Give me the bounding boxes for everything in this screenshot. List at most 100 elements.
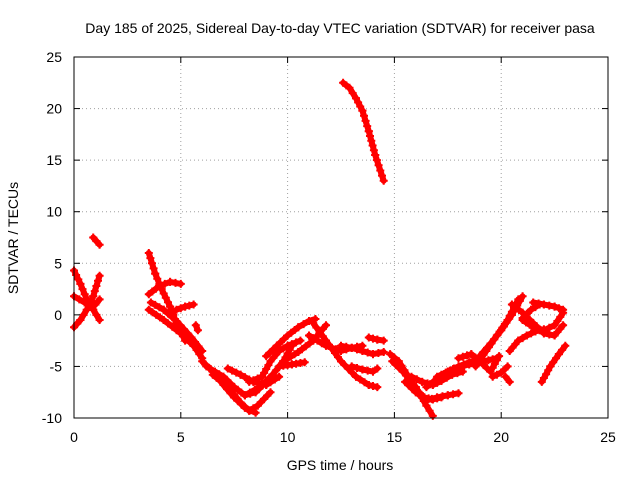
series-arc-41 xyxy=(518,300,544,322)
data-point xyxy=(223,364,232,373)
series-arc-23 xyxy=(347,362,382,376)
data-point xyxy=(253,374,262,383)
data-point xyxy=(353,364,361,372)
series-arc-19 xyxy=(275,358,309,371)
data-point xyxy=(527,329,536,338)
series-arc-2 xyxy=(70,271,104,332)
data-point xyxy=(153,274,162,283)
data-point xyxy=(348,89,357,98)
data-point xyxy=(486,339,495,348)
x-tick-label: 0 xyxy=(70,429,78,445)
data-point xyxy=(522,309,531,318)
data-point xyxy=(559,305,568,314)
y-tick-label: 10 xyxy=(46,204,62,220)
data-point xyxy=(185,301,194,310)
data-point xyxy=(176,304,185,313)
data-point xyxy=(168,313,177,322)
data-point xyxy=(250,385,259,394)
data-point xyxy=(275,372,284,381)
data-point xyxy=(363,122,372,131)
data-point xyxy=(148,259,156,268)
data-point xyxy=(249,376,258,385)
data-point xyxy=(283,341,292,350)
data-point xyxy=(240,373,249,382)
data-point xyxy=(449,390,458,399)
data-point xyxy=(187,333,196,342)
data-point xyxy=(373,364,382,373)
series-arc-40 xyxy=(529,298,568,314)
data-point xyxy=(191,321,200,330)
data-point xyxy=(501,372,510,381)
data-point xyxy=(360,111,368,120)
data-point xyxy=(193,326,202,335)
data-point xyxy=(287,340,296,349)
data-point xyxy=(232,368,241,377)
series-arc-35 xyxy=(488,362,512,381)
data-point xyxy=(515,296,524,305)
data-point xyxy=(483,343,491,352)
data-point xyxy=(455,363,464,372)
data-point xyxy=(292,338,301,347)
data-point xyxy=(82,305,91,314)
data-point xyxy=(458,352,467,361)
data-point xyxy=(358,347,367,355)
series-arc-7 xyxy=(144,305,207,363)
data-point xyxy=(534,324,543,333)
data-point xyxy=(176,321,185,330)
data-point xyxy=(155,303,164,312)
data-point xyxy=(358,106,367,115)
data-point xyxy=(90,287,99,296)
data-point xyxy=(507,310,516,319)
data-point xyxy=(361,116,370,125)
data-point xyxy=(76,279,85,288)
data-point xyxy=(322,341,330,350)
data-point xyxy=(465,360,474,369)
data-point xyxy=(275,347,284,355)
data-point xyxy=(183,329,192,338)
series-arc-28 xyxy=(401,377,463,405)
data-point xyxy=(300,358,309,367)
data-point xyxy=(418,377,427,386)
data-point xyxy=(299,320,308,329)
data-point xyxy=(552,354,560,363)
data-point xyxy=(149,264,158,273)
data-point xyxy=(407,372,416,381)
data-point xyxy=(296,336,305,345)
data-point xyxy=(556,312,565,321)
data-point xyxy=(146,298,155,307)
data-point xyxy=(379,348,388,356)
data-point xyxy=(172,305,181,314)
data-point xyxy=(490,335,499,344)
data-point xyxy=(266,388,275,397)
series-arc-36 xyxy=(501,372,514,386)
x-axis-title: GPS time / hours xyxy=(287,457,394,473)
data-point xyxy=(554,304,563,313)
data-point xyxy=(194,342,203,351)
data-point xyxy=(352,372,360,381)
data-point xyxy=(92,310,101,319)
y-tick-label: 20 xyxy=(46,101,62,117)
data-point xyxy=(168,322,177,331)
data-point xyxy=(305,331,313,340)
data-point xyxy=(445,366,454,375)
series-arc-16 xyxy=(245,336,305,386)
data-point xyxy=(559,321,568,330)
data-point xyxy=(493,330,502,339)
data-point xyxy=(356,375,365,384)
data-point xyxy=(172,326,181,335)
plot-border xyxy=(73,56,609,419)
data-point xyxy=(558,345,567,354)
data-point xyxy=(386,350,395,359)
data-point xyxy=(151,269,160,278)
data-point xyxy=(347,362,356,371)
data-point xyxy=(315,327,324,336)
data-point xyxy=(454,354,463,363)
y-axis-title: SDTVAR / TECUs xyxy=(5,182,21,294)
data-point xyxy=(550,321,559,330)
data-point xyxy=(364,127,373,136)
plot-area xyxy=(70,78,570,420)
data-point xyxy=(503,362,512,371)
data-point xyxy=(369,382,377,390)
data-point xyxy=(94,276,102,285)
